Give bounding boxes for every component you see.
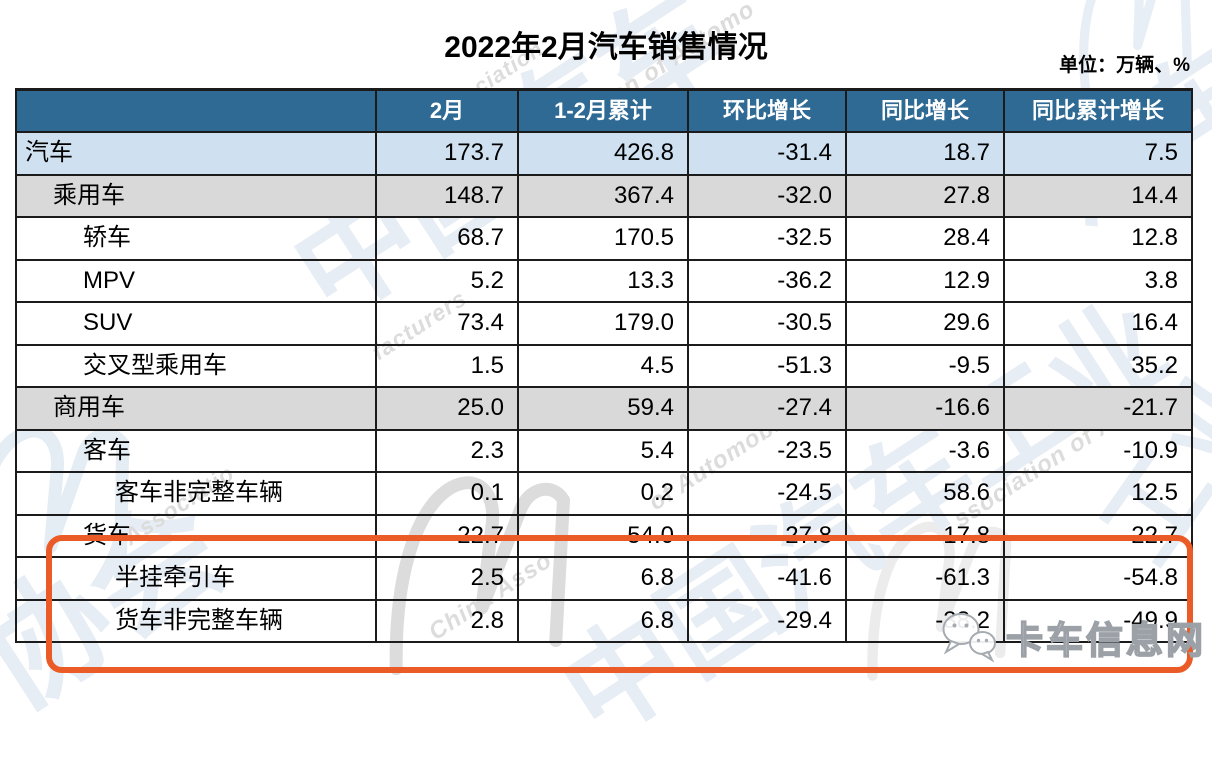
value-cell: 25.0 xyxy=(375,386,519,431)
table-row: 货车 22.7 54.0 -27.8 -17.8 -22.7 xyxy=(15,513,1193,558)
row-label: 轿车 xyxy=(15,216,377,261)
value-cell: 1.5 xyxy=(375,343,519,388)
table-row: 商用车 25.0 59.4 -27.4 -16.6 -21.7 xyxy=(15,386,1193,431)
value-cell: -41.6 xyxy=(687,556,847,601)
value-cell: -9.5 xyxy=(845,343,1005,388)
value-cell: 426.8 xyxy=(517,131,689,176)
value-cell: -61.3 xyxy=(845,556,1005,601)
value-cell: 170.5 xyxy=(517,216,689,261)
row-label: 客车非完整车辆 xyxy=(15,471,377,516)
row-label: 客车 xyxy=(15,428,377,473)
value-cell: -49.9 xyxy=(1003,598,1193,643)
value-cell: 35.2 xyxy=(1003,343,1193,388)
table-row: 轿车 68.7 170.5 -32.5 28.4 12.8 xyxy=(15,216,1193,261)
table-row: MPV 5.2 13.3 -36.2 12.9 3.8 xyxy=(15,258,1193,303)
table-row: SUV 73.4 179.0 -30.5 29.6 16.4 xyxy=(15,301,1193,346)
table-row: 客车非完整车辆 0.1 0.2 -24.5 58.6 12.5 xyxy=(15,471,1193,516)
value-cell: 12.5 xyxy=(1003,471,1193,516)
value-cell: 58.6 xyxy=(845,471,1005,516)
row-label: 货车非完整车辆 xyxy=(15,598,377,643)
value-cell: 0.2 xyxy=(517,471,689,516)
value-cell: -27.4 xyxy=(687,386,847,431)
value-cell: 7.5 xyxy=(1003,131,1193,176)
page-title: 2022年2月汽车销售情况 xyxy=(444,31,768,64)
row-label: 交叉型乘用车 xyxy=(15,343,377,388)
value-cell: -27.8 xyxy=(687,513,847,558)
header-cell: 1-2月累计 xyxy=(517,88,689,133)
value-cell: 367.4 xyxy=(517,173,689,218)
value-cell: -10.9 xyxy=(1003,428,1193,473)
value-cell: 14.4 xyxy=(1003,173,1193,218)
table-row: 乘用车 148.7 367.4 -32.0 27.8 14.4 xyxy=(15,173,1193,218)
value-cell: 5.2 xyxy=(375,258,519,303)
header-cell: 同比累计增长 xyxy=(1003,88,1193,133)
table-header-row: 2月 1-2月累计 环比增长 同比增长 同比累计增长 xyxy=(15,88,1193,133)
value-cell: 148.7 xyxy=(375,173,519,218)
table-body: 汽车 173.7 426.8 -31.4 18.7 7.5 乘用车 148.7 367.4 -32… xyxy=(15,131,1193,643)
value-cell: 2.3 xyxy=(375,428,519,473)
sales-table: 2月 1-2月累计 环比增长 同比增长 同比累计增长 汽车 173.7 426.8 -31.4… xyxy=(15,88,1193,643)
value-cell: 6.8 xyxy=(517,598,689,643)
value-cell: 59.4 xyxy=(517,386,689,431)
value-cell: -38.2 xyxy=(845,598,1005,643)
value-cell: -31.4 xyxy=(687,131,847,176)
value-cell: -16.6 xyxy=(845,386,1005,431)
value-cell: 0.1 xyxy=(375,471,519,516)
value-cell: -22.7 xyxy=(1003,513,1193,558)
value-cell: 22.7 xyxy=(375,513,519,558)
header-cell: 同比增长 xyxy=(845,88,1005,133)
value-cell: 16.4 xyxy=(1003,301,1193,346)
value-cell: 3.8 xyxy=(1003,258,1193,303)
value-cell: -29.4 xyxy=(687,598,847,643)
value-cell: 173.7 xyxy=(375,131,519,176)
value-cell: 73.4 xyxy=(375,301,519,346)
value-cell: 29.6 xyxy=(845,301,1005,346)
value-cell: 28.4 xyxy=(845,216,1005,261)
table-row: 货车非完整车辆 2.8 6.8 -29.4 -38.2 -49.9 xyxy=(15,598,1193,643)
value-cell: 27.8 xyxy=(845,173,1005,218)
value-cell: -17.8 xyxy=(845,513,1005,558)
value-cell: 12.8 xyxy=(1003,216,1193,261)
value-cell: 18.7 xyxy=(845,131,1005,176)
value-cell: -36.2 xyxy=(687,258,847,303)
row-label: SUV xyxy=(15,301,377,346)
unit-label: 单位：万辆、% xyxy=(1059,55,1190,76)
value-cell: -54.8 xyxy=(1003,556,1193,601)
value-cell: 179.0 xyxy=(517,301,689,346)
value-cell: -32.0 xyxy=(687,173,847,218)
value-cell: -24.5 xyxy=(687,471,847,516)
value-cell: 4.5 xyxy=(517,343,689,388)
value-cell: 68.7 xyxy=(375,216,519,261)
value-cell: -32.5 xyxy=(687,216,847,261)
value-cell: 5.4 xyxy=(517,428,689,473)
header-cell: 环比增长 xyxy=(687,88,847,133)
value-cell: 54.0 xyxy=(517,513,689,558)
row-label: 商用车 xyxy=(15,386,377,431)
value-cell: -30.5 xyxy=(687,301,847,346)
table-row: 交叉型乘用车 1.5 4.5 -51.3 -9.5 35.2 xyxy=(15,343,1193,388)
value-cell: -21.7 xyxy=(1003,386,1193,431)
row-label: 半挂牵引车 xyxy=(15,556,377,601)
header-cell-category xyxy=(15,88,377,133)
value-cell: 2.5 xyxy=(375,556,519,601)
table-row: 汽车 173.7 426.8 -31.4 18.7 7.5 xyxy=(15,131,1193,176)
value-cell: -3.6 xyxy=(845,428,1005,473)
table-row: 客车 2.3 5.4 -23.5 -3.6 -10.9 xyxy=(15,428,1193,473)
value-cell: -51.3 xyxy=(687,343,847,388)
row-label: MPV xyxy=(15,258,377,303)
value-cell: 6.8 xyxy=(517,556,689,601)
header-cell: 2月 xyxy=(375,88,519,133)
value-cell: 13.3 xyxy=(517,258,689,303)
value-cell: 2.8 xyxy=(375,598,519,643)
value-cell: 12.9 xyxy=(845,258,1005,303)
value-cell: -23.5 xyxy=(687,428,847,473)
row-label: 乘用车 xyxy=(15,173,377,218)
table-row: 半挂牵引车 2.5 6.8 -41.6 -61.3 -54.8 xyxy=(15,556,1193,601)
row-label: 汽车 xyxy=(15,131,377,176)
row-label: 货车 xyxy=(15,513,377,558)
